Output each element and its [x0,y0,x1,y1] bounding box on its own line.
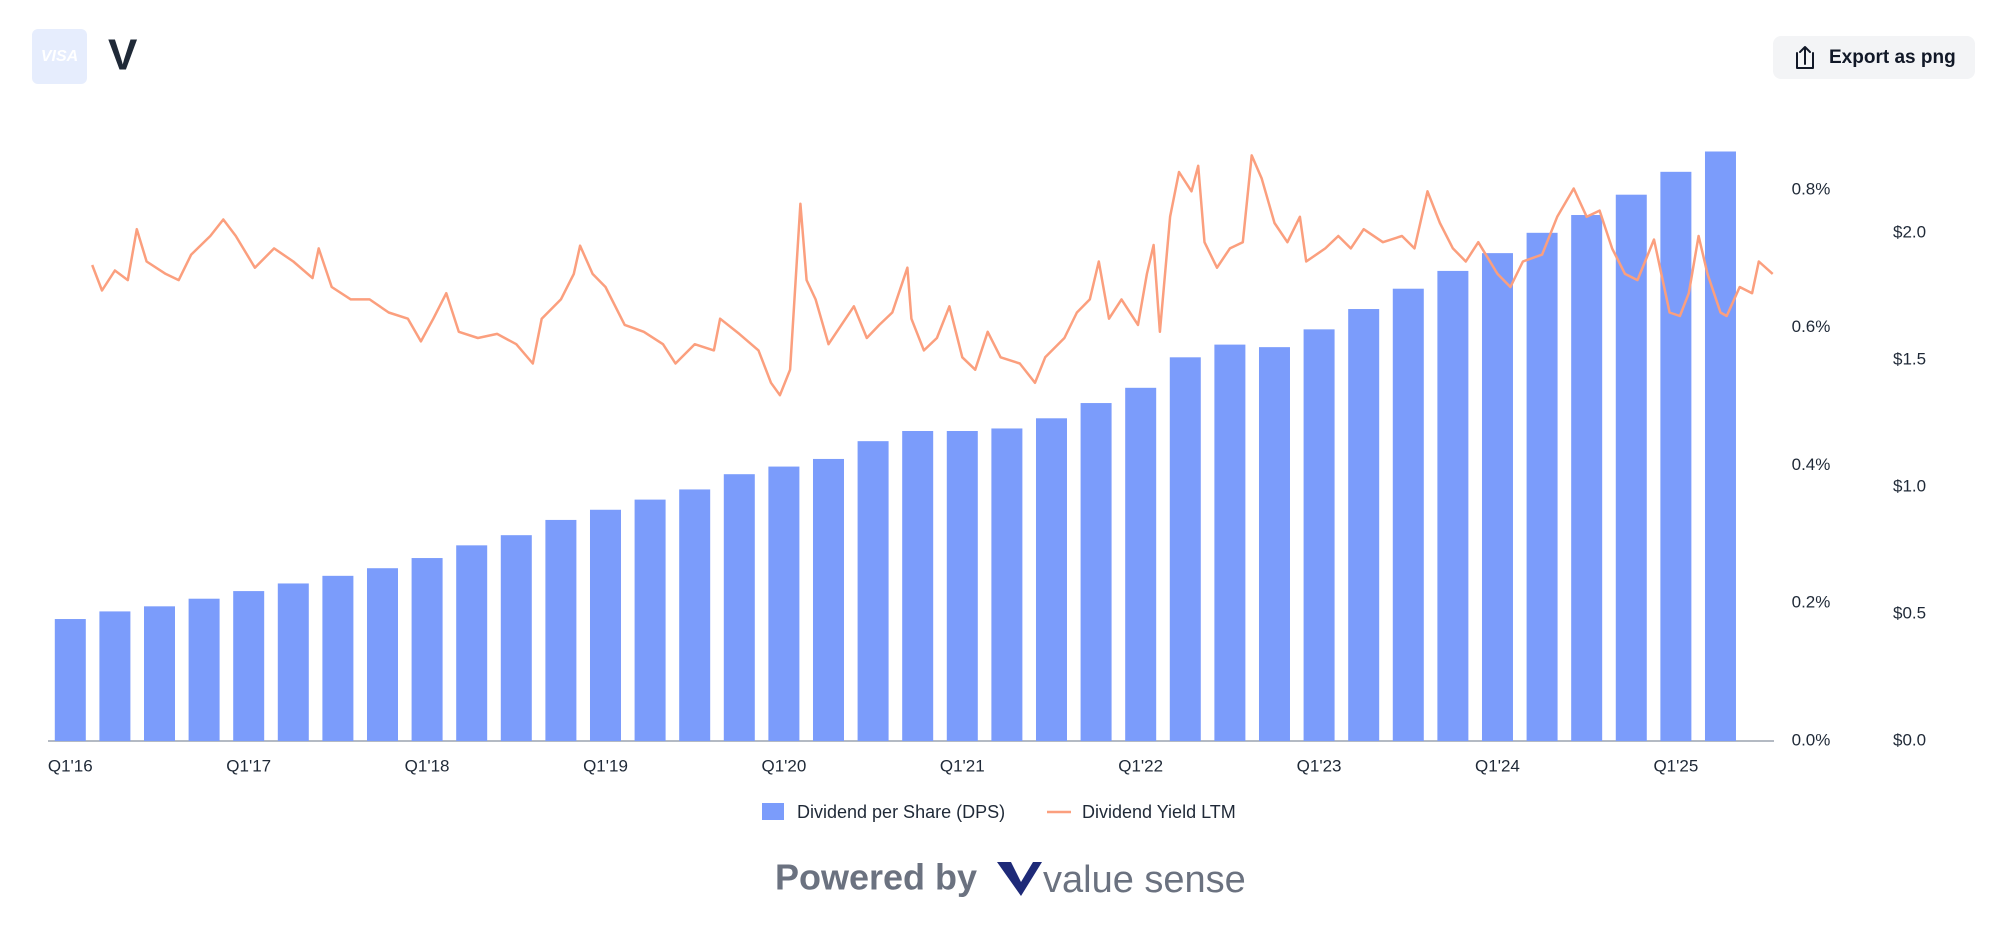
y-tick-label: $1.5 [1893,349,1926,368]
brand: value sense [1043,859,1246,901]
x-tick-label: Q1'20 [761,756,806,775]
x-tick-label: Q1'25 [1653,756,1698,775]
yield-line [91,154,1774,397]
bar [991,428,1023,741]
bar [1214,344,1246,741]
bar [589,509,621,741]
bar [946,431,978,741]
x-tick-label: Q1'19 [583,756,628,775]
y2-tick: 0.8% [1792,179,1831,198]
bar [1660,171,1692,741]
bar [233,591,265,741]
y-tick-label: $1.0 [1893,476,1926,495]
bar [1169,357,1201,741]
powered-by: Powered by [775,857,977,898]
bar [634,499,666,741]
bar [1437,270,1469,741]
legend-label: Dividend Yield LTM [1082,802,1236,822]
y-tick-label: $2.0 [1893,222,1926,241]
y-tick-label: $0.0 [1893,730,1926,749]
bar [411,558,443,741]
bar [1481,253,1513,741]
bar [723,474,755,741]
x-tick-label: Q1'17 [226,756,271,775]
bar [54,619,86,741]
bar [1035,418,1067,741]
y-tick: $2.0 [1893,222,1926,241]
logo-text: VISA [41,48,78,65]
legend-label: Dividend per Share (DPS) [797,802,1005,822]
y2-tick-label: 0.6% [1792,317,1831,336]
y-tick: $0.0 [1893,730,1926,749]
bar [1571,215,1603,742]
y-tick-label: $0.5 [1893,603,1926,622]
button-bg[interactable] [1773,36,1975,79]
bar [1303,329,1335,741]
y2-tick: 0.2% [1792,593,1831,612]
bar [456,545,488,741]
bar [1392,288,1424,741]
bar [545,519,577,741]
x-tick-label: Q1'21 [940,756,985,775]
y-tick: $1.5 [1893,349,1926,368]
bar [902,431,934,741]
y-tick: $0.5 [1893,603,1926,622]
export-icon[interactable] [1796,46,1814,69]
bar [99,611,131,741]
y2-tick-label: 0.4% [1792,455,1831,474]
x-tick-label: Q1'23 [1297,756,1342,775]
bar [277,583,309,741]
bar [1258,347,1290,741]
logo-box [32,29,87,84]
bar [679,489,711,741]
button-label[interactable]: Export as png [1829,47,1956,68]
bar [1125,387,1157,741]
y2-tick: 0.6% [1792,317,1831,336]
bar [500,535,532,741]
bar [143,606,175,741]
bar [1348,309,1380,741]
bar [1704,151,1736,741]
bar [188,598,220,741]
x-tick-label: Q1'18 [405,756,450,775]
ticker: V [108,31,138,80]
y2-tick-label: 0.2% [1792,593,1831,612]
y2-tick: 0.0% [1792,730,1831,749]
bar [768,466,800,741]
bar [366,568,398,741]
x-tick-label: Q1'24 [1475,756,1520,775]
bar [812,458,844,741]
legend-swatch [762,803,784,820]
x-tick-label: Q1'16 [48,756,93,775]
bar [1080,403,1112,741]
x-tick-label: Q1'22 [1118,756,1163,775]
export-button[interactable]: Export as png [1773,36,1975,79]
y2-tick-label: 0.8% [1792,179,1831,198]
y2-tick-label: 0.0% [1792,730,1831,749]
bar [1526,232,1558,741]
y2-tick: 0.4% [1792,455,1831,474]
y-tick: $1.0 [1893,476,1926,495]
bar [322,575,354,741]
bar [1615,194,1647,741]
brand-logo [997,862,1042,896]
bar [857,441,889,741]
